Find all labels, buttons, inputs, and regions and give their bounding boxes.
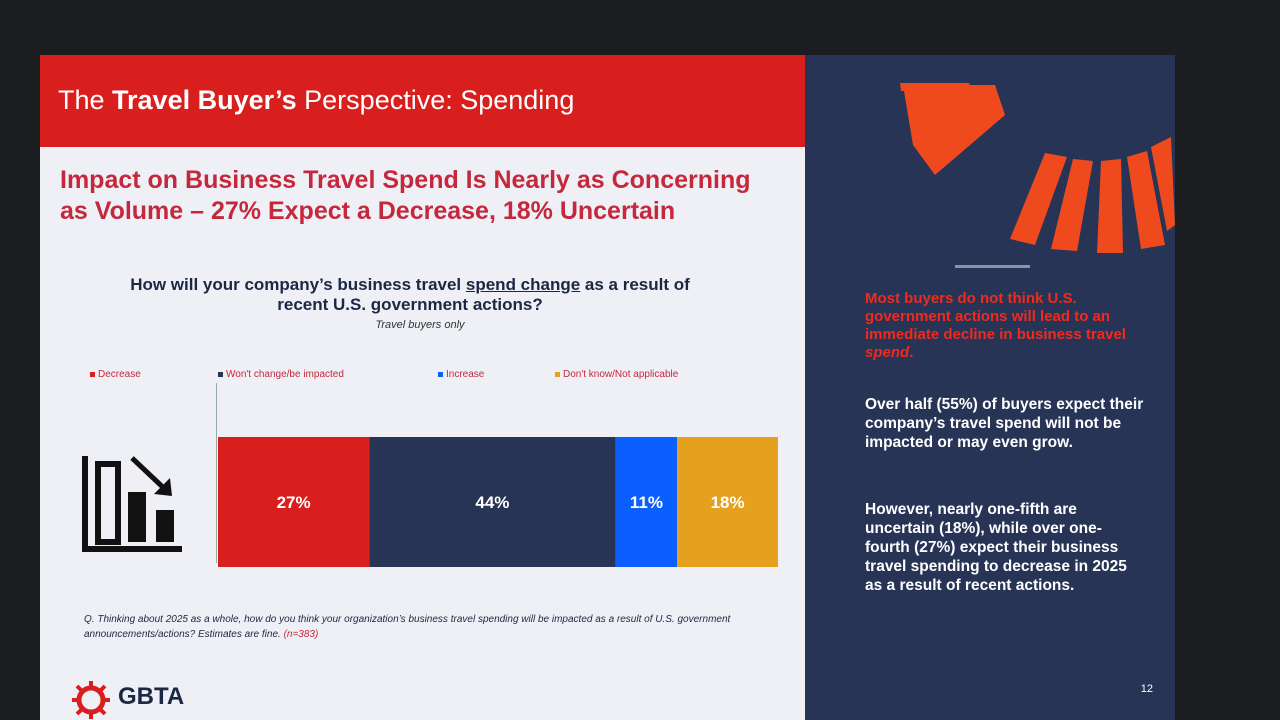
insight-paragraph-2: However, nearly one-fifth are uncertain … xyxy=(865,501,1127,594)
title-prefix: The xyxy=(58,85,113,115)
footnote: Q. Thinking about 2025 as a whole, how d… xyxy=(84,612,794,642)
legend-label: Won't change/be impacted xyxy=(226,369,344,380)
insight-heading: Most buyers do not think U.S. government… xyxy=(865,290,1135,362)
legend-item-increase: Increase xyxy=(438,369,484,380)
declining-bar-chart-icon xyxy=(82,456,182,552)
legend-label: Decrease xyxy=(98,369,141,380)
legend-label: Don't know/Not applicable xyxy=(563,369,679,380)
title-bold: Travel Buyer’s xyxy=(112,85,297,115)
footnote-text: Q. Thinking about 2025 as a whole, how d… xyxy=(84,614,731,640)
bar-segment-3 xyxy=(677,437,778,567)
data-label-0: 27% xyxy=(277,493,311,512)
insight-heading-end: . xyxy=(909,344,914,361)
legend-swatch xyxy=(438,371,443,377)
legend-swatch xyxy=(218,371,223,377)
insight-heading-text: Most buyers do not think U.S. government… xyxy=(865,290,1126,343)
bar-segment-0 xyxy=(218,437,370,567)
question-text-pre: How will your company’s business travel xyxy=(130,275,466,294)
sunburst-graphic-icon xyxy=(900,83,1175,253)
gbta-logo-text: GBTA xyxy=(118,683,185,710)
legend-swatch xyxy=(90,371,95,377)
sample-size: (n=383) xyxy=(283,629,319,640)
page-number: 12 xyxy=(1140,683,1153,695)
title-suffix: Perspective: Spending xyxy=(296,85,575,115)
legend-item-no-change: Won't change/be impacted xyxy=(218,369,344,380)
divider xyxy=(955,265,1030,268)
content-panel: Impact on Business Travel Spend Is Nearl… xyxy=(40,147,805,720)
data-label-3: 18% xyxy=(711,493,745,512)
gbta-logo-mark-icon xyxy=(72,681,110,719)
presentation-slide: The Travel Buyer’s Perspective: Spending… xyxy=(40,55,1175,720)
slide-title: The Travel Buyer’s Perspective: Spending xyxy=(58,85,574,116)
question-underlined: spend change xyxy=(465,275,581,294)
survey-question: How will your company’s business travel … xyxy=(120,275,700,315)
legend-swatch xyxy=(555,371,560,377)
data-label-2: 11% xyxy=(630,493,663,512)
insight-panel: Most buyers do not think U.S. government… xyxy=(805,55,1175,720)
insight-paragraph-1: Over half (55%) of buyers expect their c… xyxy=(865,396,1144,451)
stacked-bar-chart: 27% 44% 11% 18% xyxy=(218,437,778,567)
question-text-post: as a result of recent U.S. government ac… xyxy=(277,275,690,314)
slide-headline: Impact on Business Travel Spend Is Nearl… xyxy=(60,166,751,225)
legend-label: Increase xyxy=(446,369,485,380)
bar-segment-1 xyxy=(369,437,616,567)
slide-header: The Travel Buyer’s Perspective: Spending xyxy=(40,55,805,147)
data-label-1: 44% xyxy=(475,493,509,512)
insight-heading-emphasis: spend xyxy=(865,344,910,361)
gbta-logo: GBTA xyxy=(70,679,184,720)
question-subtitle: Travel buyers only xyxy=(375,319,465,331)
legend-item-dont-know: Don't know/Not applicable xyxy=(555,369,678,380)
chart-axis-line xyxy=(216,383,217,563)
bar-segment-2 xyxy=(615,437,678,567)
legend-item-decrease: Decrease xyxy=(90,369,141,380)
chart-legend: Decrease Won't change/be impacted Increa… xyxy=(90,369,790,385)
